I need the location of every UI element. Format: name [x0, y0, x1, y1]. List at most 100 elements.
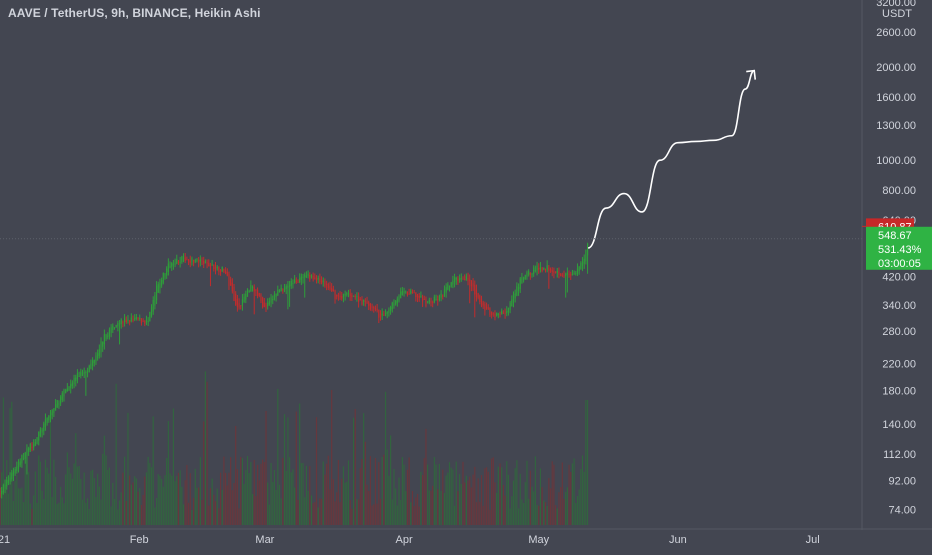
- volume-bar: [363, 413, 365, 525]
- volume-bar: [509, 508, 511, 525]
- candle-body: [280, 287, 282, 292]
- volume-bar: [282, 457, 284, 525]
- candle-body: [319, 278, 321, 282]
- candle-body: [155, 285, 158, 301]
- volume-bar: [28, 472, 30, 525]
- volume-bar: [406, 469, 409, 525]
- candle-body: [332, 289, 334, 292]
- price-tick-label: 800.00: [882, 185, 916, 197]
- candle-body: [58, 403, 60, 405]
- volume-bar: [189, 473, 191, 525]
- volume-bar: [272, 481, 274, 525]
- candle-body: [248, 290, 250, 293]
- volume-bar: [278, 484, 281, 525]
- volume-bar: [241, 458, 244, 525]
- volume-bar: [523, 502, 525, 525]
- volume-bar: [113, 498, 116, 525]
- candle-body: [489, 307, 491, 316]
- volume-bar: [105, 455, 107, 525]
- candle-body: [206, 262, 208, 264]
- volume-bar: [31, 508, 33, 525]
- candle-body: [533, 267, 535, 274]
- projection-drawing[interactable]: [587, 69, 755, 249]
- volume-bar: [283, 414, 286, 525]
- candle-body: [576, 268, 579, 274]
- volume-bar: [112, 482, 114, 525]
- candle-body: [445, 287, 447, 293]
- volume-bar: [344, 482, 346, 525]
- candle-body: [272, 299, 274, 301]
- candle-body: [88, 365, 90, 372]
- candle-body: [290, 280, 292, 286]
- volume-bar: [450, 467, 452, 525]
- volume-bar: [78, 465, 80, 525]
- volume-bar: [260, 463, 262, 525]
- volume-bar: [327, 455, 329, 525]
- candle-body: [358, 296, 360, 303]
- volume-bar: [97, 473, 99, 525]
- candle-body: [511, 299, 513, 307]
- volume-bar: [560, 487, 562, 525]
- candle-body: [181, 256, 183, 262]
- volume-bar: [144, 476, 146, 525]
- candle-body: [196, 259, 198, 261]
- volume-bar: [549, 488, 552, 525]
- candle-body: [110, 327, 112, 333]
- volume-bar: [54, 476, 57, 525]
- volume-bar: [203, 421, 205, 525]
- volume-bar: [103, 435, 105, 525]
- volume-bar: [312, 503, 314, 525]
- volume-bar: [75, 433, 77, 525]
- price-axis[interactable]: [862, 0, 932, 550]
- candle-body: [475, 289, 478, 298]
- countdown-label: 03:00:05: [878, 258, 921, 270]
- candle-body: [33, 444, 35, 448]
- volume-bar: [228, 472, 230, 525]
- volume-bar: [90, 470, 92, 525]
- candle-body: [246, 288, 249, 297]
- volume-bar: [299, 403, 301, 525]
- volume-bar: [526, 460, 528, 525]
- volume-bar: [347, 460, 350, 525]
- candle-body: [258, 293, 260, 296]
- candle-body: [275, 294, 277, 297]
- candle-body: [351, 294, 353, 298]
- volume-bar: [238, 508, 240, 525]
- volume-bar: [317, 507, 319, 525]
- volume-bar: [208, 505, 210, 525]
- volume-bar: [440, 490, 442, 525]
- candle-body: [322, 280, 324, 282]
- volume-bar: [181, 486, 183, 525]
- volume-bar: [489, 509, 491, 525]
- volume-bar: [38, 455, 40, 525]
- volume-bar: [534, 456, 536, 525]
- volume-bar: [309, 466, 311, 525]
- volume-bar: [86, 498, 89, 525]
- volume-bar: [129, 475, 131, 525]
- candle-body: [560, 273, 562, 276]
- price-tick-label: 112.00: [883, 449, 916, 461]
- time-tick-label: Jun: [669, 534, 687, 546]
- volume-bar: [373, 504, 375, 525]
- volume-bar: [583, 471, 585, 525]
- volume-bar: [517, 508, 520, 525]
- volume-bar: [528, 498, 530, 525]
- candle-body: [211, 264, 213, 266]
- candle-body: [544, 268, 547, 271]
- candle-body: [359, 299, 361, 301]
- candle-body: [383, 314, 385, 316]
- candle-body: [118, 323, 121, 325]
- volume-bar: [361, 458, 363, 525]
- volume-bar: [320, 498, 323, 525]
- candle-body: [130, 317, 132, 322]
- candle-body: [294, 279, 296, 284]
- volume-bar: [196, 487, 198, 525]
- volume-bar: [191, 509, 193, 525]
- volume-bar: [245, 470, 247, 525]
- candle-body: [408, 293, 410, 295]
- price-tick-label: 2600.00: [876, 27, 916, 39]
- candle-body: [164, 273, 166, 278]
- volume-bar: [277, 388, 279, 525]
